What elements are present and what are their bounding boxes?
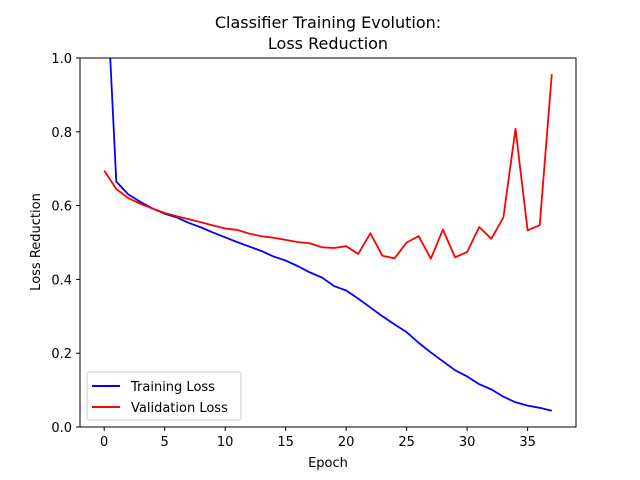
x-tick-label: 30	[459, 435, 476, 450]
x-tick-label: 15	[277, 435, 294, 450]
x-tick-label: 10	[217, 435, 234, 450]
legend-label-validation-loss: Validation Loss	[131, 401, 228, 416]
x-axis-ticks: 0 5 10 15 20 25 30 35	[100, 427, 536, 450]
x-tick-label: 5	[161, 435, 169, 450]
plot-area	[103, 58, 553, 412]
y-tick-label: 0.8	[51, 126, 72, 141]
x-tick-label: 20	[338, 435, 355, 450]
x-axis-label: Epoch	[308, 456, 348, 471]
y-axis-ticks: 0.0 0.2 0.4 0.6 0.8 1.0	[51, 52, 80, 436]
legend-label-training-loss: Training Loss	[130, 380, 215, 395]
y-tick-label: 0.2	[51, 347, 72, 362]
y-tick-label: 1.0	[51, 52, 72, 67]
y-tick-label: 0.0	[51, 421, 72, 436]
x-tick-label: 35	[519, 435, 536, 450]
legend-box	[86, 371, 242, 421]
y-tick-label: 0.4	[51, 273, 72, 288]
series-line-validation-loss	[103, 74, 553, 260]
axes-frame	[79, 57, 577, 428]
chart-title-line-1: Classifier Training Evolution:	[215, 13, 441, 32]
x-tick-label: 0	[100, 435, 108, 450]
y-tick-label: 0.6	[51, 200, 72, 215]
series-line-training-loss	[109, 58, 553, 412]
chart-title-line-2: Loss Reduction	[268, 34, 388, 53]
y-axis-label: Loss Reduction	[29, 193, 44, 291]
legend: Training Loss Validation Loss	[86, 371, 242, 421]
x-tick-label: 25	[398, 435, 415, 450]
